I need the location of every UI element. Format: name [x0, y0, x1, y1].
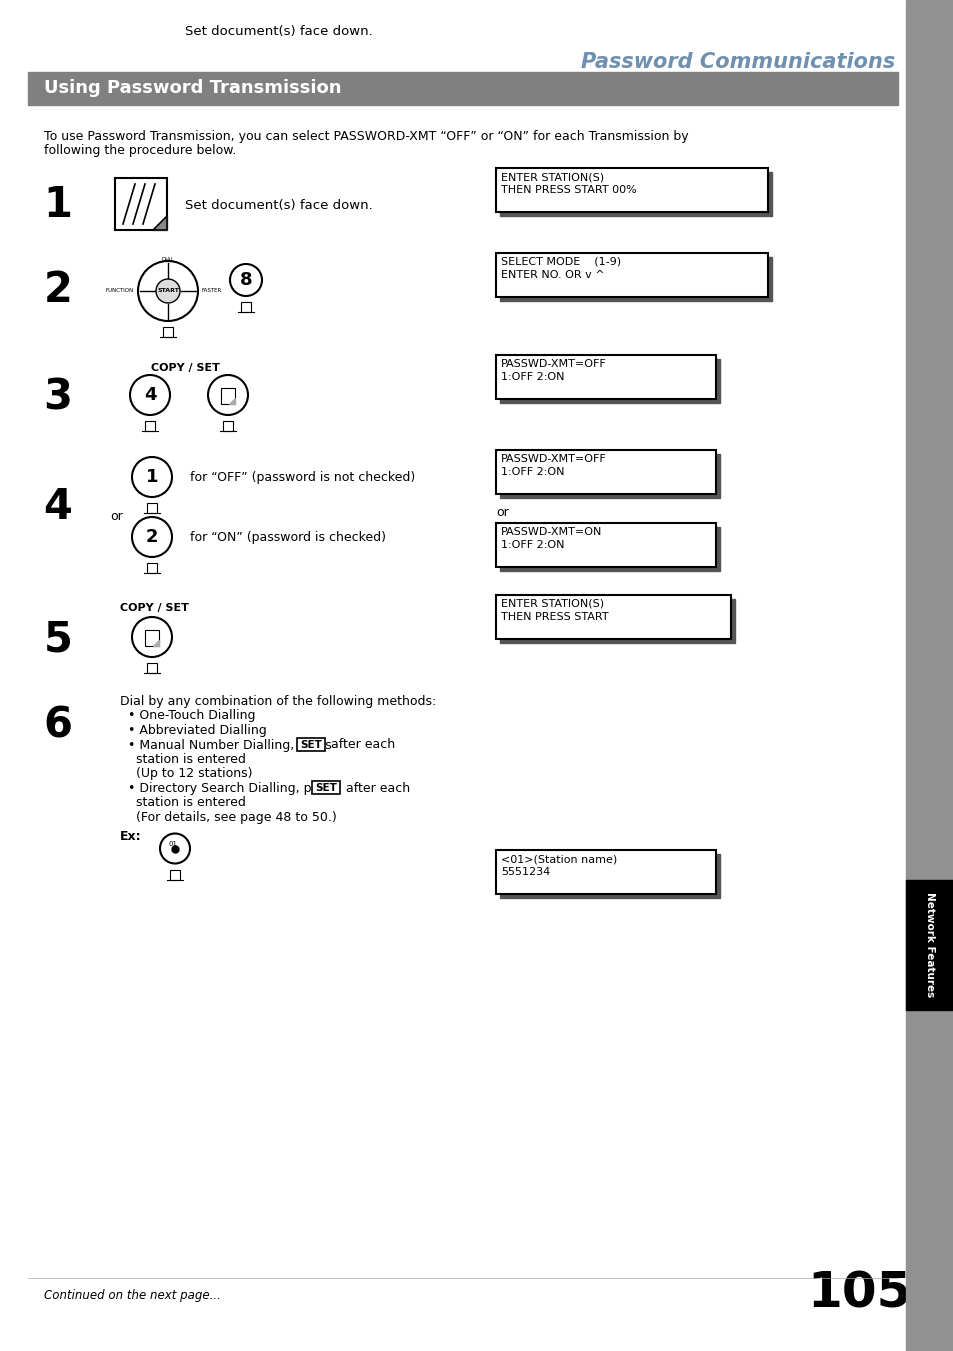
Bar: [145, 630, 159, 646]
Text: Ex:: Ex:: [120, 831, 141, 843]
Bar: [312, 781, 340, 794]
Text: 01: 01: [169, 842, 178, 847]
Text: 3: 3: [44, 377, 72, 419]
Text: START: START: [157, 289, 179, 293]
Bar: [145, 422, 154, 431]
Bar: [147, 563, 157, 573]
Text: station is entered: station is entered: [120, 797, 246, 809]
Bar: [499, 257, 771, 301]
Text: after each: after each: [327, 739, 395, 751]
Text: or: or: [496, 507, 508, 520]
Text: 6: 6: [44, 704, 72, 746]
Bar: [499, 359, 720, 403]
Bar: [496, 355, 716, 399]
Bar: [499, 172, 771, 216]
Text: PASSWD-XMT=OFF: PASSWD-XMT=OFF: [500, 454, 606, 463]
Bar: [28, 72, 897, 105]
Text: 4: 4: [44, 486, 72, 528]
Text: PASSWD-XMT=ON: PASSWD-XMT=ON: [500, 527, 601, 536]
Text: 2: 2: [146, 528, 158, 546]
Bar: [499, 854, 720, 898]
Bar: [496, 523, 716, 567]
Text: or: or: [110, 511, 123, 523]
Text: following the procedure below.: following the procedure below.: [44, 145, 236, 157]
Polygon shape: [152, 640, 159, 646]
Bar: [147, 663, 157, 673]
Text: for “ON” (password is checked): for “ON” (password is checked): [190, 531, 386, 543]
Text: COPY / SET: COPY / SET: [151, 363, 219, 373]
Bar: [170, 870, 180, 880]
Text: DIAL: DIAL: [161, 257, 174, 262]
Text: Set document(s) face down.: Set document(s) face down.: [185, 26, 373, 38]
Text: after each: after each: [342, 782, 410, 794]
Bar: [147, 503, 157, 513]
Bar: [905, 0, 953, 1351]
Text: SET: SET: [315, 784, 337, 793]
Bar: [163, 327, 172, 336]
Text: (For details, see page 48 to 50.): (For details, see page 48 to 50.): [120, 811, 336, 824]
Polygon shape: [229, 399, 234, 404]
Text: <01>(Station name): <01>(Station name): [500, 854, 617, 865]
Text: • Abbreviated Dialling: • Abbreviated Dialling: [120, 724, 267, 738]
Text: • Manual Number Dialling, press: • Manual Number Dialling, press: [120, 739, 335, 751]
Text: ENTER STATION(S): ENTER STATION(S): [500, 598, 603, 609]
Text: 4: 4: [144, 386, 156, 404]
Text: 8: 8: [239, 272, 252, 289]
Text: Password Communications: Password Communications: [580, 51, 894, 72]
Bar: [496, 594, 730, 639]
Bar: [496, 253, 767, 297]
Bar: [496, 450, 716, 494]
Bar: [496, 850, 716, 894]
Text: Dial by any combination of the following methods:: Dial by any combination of the following…: [120, 694, 436, 708]
Text: SET: SET: [299, 739, 321, 750]
Text: PASSWD-XMT=OFF: PASSWD-XMT=OFF: [500, 359, 606, 369]
Text: Continued on the next page...: Continued on the next page...: [44, 1289, 221, 1301]
Bar: [223, 422, 233, 431]
Text: SELECT MODE    (1-9): SELECT MODE (1-9): [500, 257, 620, 267]
Bar: [221, 388, 234, 404]
Text: ENTER NO. OR v ^: ENTER NO. OR v ^: [500, 270, 604, 280]
Bar: [241, 303, 251, 312]
Text: 1:OFF 2:ON: 1:OFF 2:ON: [500, 467, 564, 477]
Text: 2: 2: [44, 269, 72, 311]
Text: Network Features: Network Features: [924, 893, 934, 997]
Text: 1: 1: [146, 467, 158, 486]
Text: (Up to 12 stations): (Up to 12 stations): [120, 767, 253, 781]
Text: 1:OFF 2:ON: 1:OFF 2:ON: [500, 372, 564, 382]
Bar: [115, 178, 167, 230]
Text: • Directory Search Dialling, press: • Directory Search Dialling, press: [120, 782, 341, 794]
Text: 1: 1: [44, 184, 72, 226]
Bar: [499, 527, 720, 571]
Text: • One-Touch Dialling: • One-Touch Dialling: [120, 709, 255, 723]
Text: for “OFF” (password is not checked): for “OFF” (password is not checked): [190, 470, 415, 484]
Text: station is entered: station is entered: [120, 753, 246, 766]
Text: To use Password Transmission, you can select PASSWORD-XMT “OFF” or “ON” for each: To use Password Transmission, you can se…: [44, 130, 688, 143]
Text: Set document(s) face down.: Set document(s) face down.: [185, 199, 373, 212]
Text: THEN PRESS START: THEN PRESS START: [500, 612, 608, 621]
Bar: [499, 454, 720, 499]
Text: 1:OFF 2:ON: 1:OFF 2:ON: [500, 540, 564, 550]
Text: FUNCTION: FUNCTION: [106, 289, 133, 293]
Text: FASTER: FASTER: [202, 289, 222, 293]
Bar: [499, 598, 734, 643]
Text: Using Password Transmission: Using Password Transmission: [44, 78, 341, 97]
Bar: [496, 168, 767, 212]
Circle shape: [156, 280, 180, 303]
Text: 5551234: 5551234: [500, 867, 550, 877]
Bar: [296, 738, 324, 751]
Text: COPY / SET: COPY / SET: [120, 603, 189, 613]
Bar: [905, 880, 953, 1011]
Text: ENTER STATION(S): ENTER STATION(S): [500, 172, 603, 182]
Text: 5: 5: [44, 619, 72, 661]
Text: 105: 105: [807, 1269, 911, 1317]
Polygon shape: [152, 216, 167, 230]
Text: THEN PRESS START 00%: THEN PRESS START 00%: [500, 185, 636, 195]
